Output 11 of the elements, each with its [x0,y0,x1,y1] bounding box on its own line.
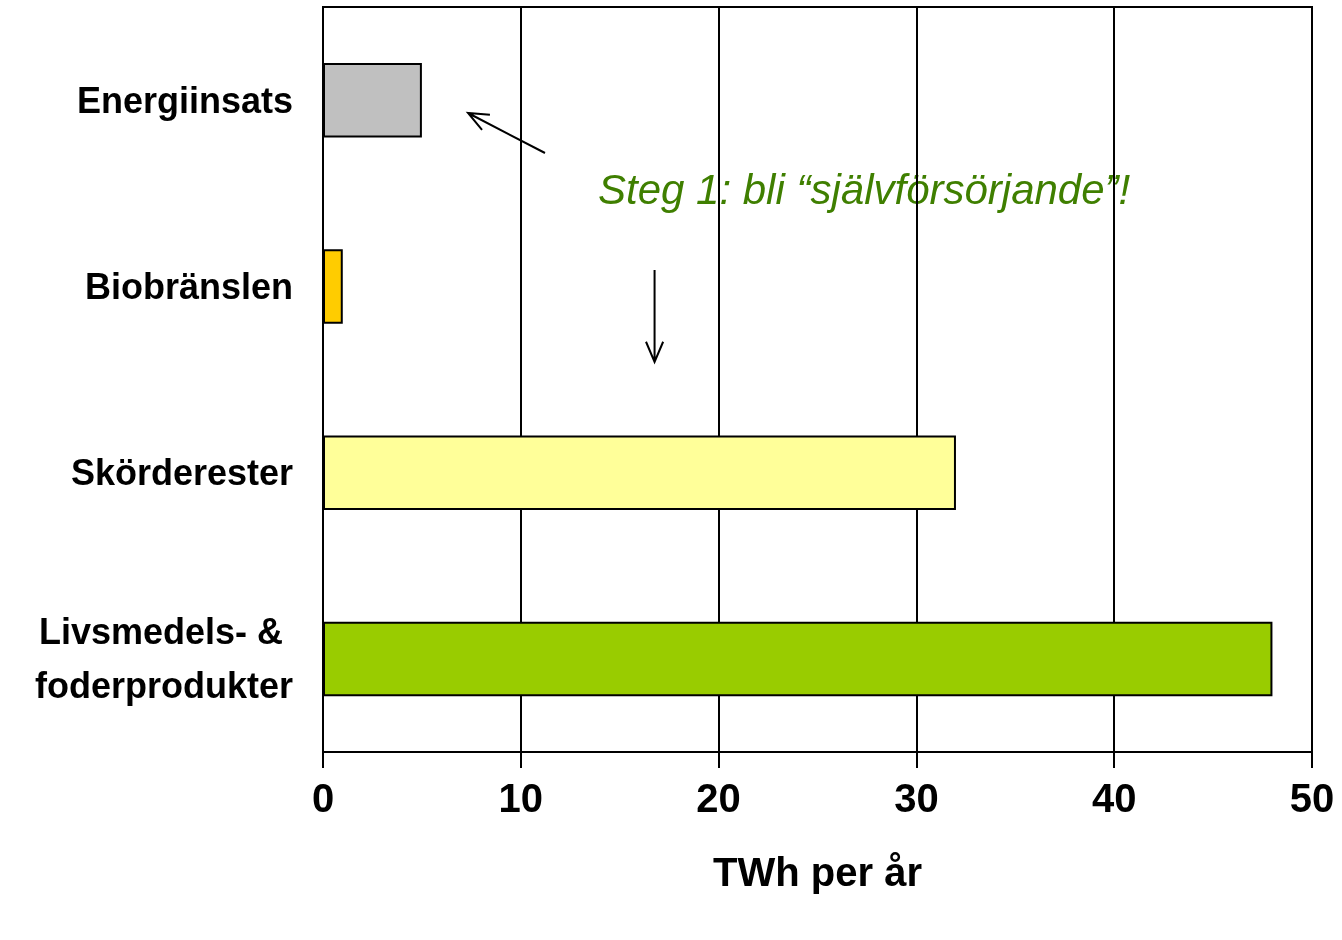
x-tick-label: 40 [1091,776,1137,820]
x-tick-label: 20 [696,776,741,820]
x-tick-label: 10 [498,776,544,820]
y-tick-label: Biobränslen [84,265,293,307]
x-tick-label: 0 [311,776,335,820]
x-tick-label: 30 [894,776,939,820]
y-tick-label: Livsmedels- & foderprodukter [34,611,293,707]
x-axis-title: TWh per år [713,850,922,894]
x-tick-label: 50 [1289,776,1335,820]
y-tick-label: Energiinsats [76,79,293,121]
y-tick-label: Skörderester [70,452,293,494]
